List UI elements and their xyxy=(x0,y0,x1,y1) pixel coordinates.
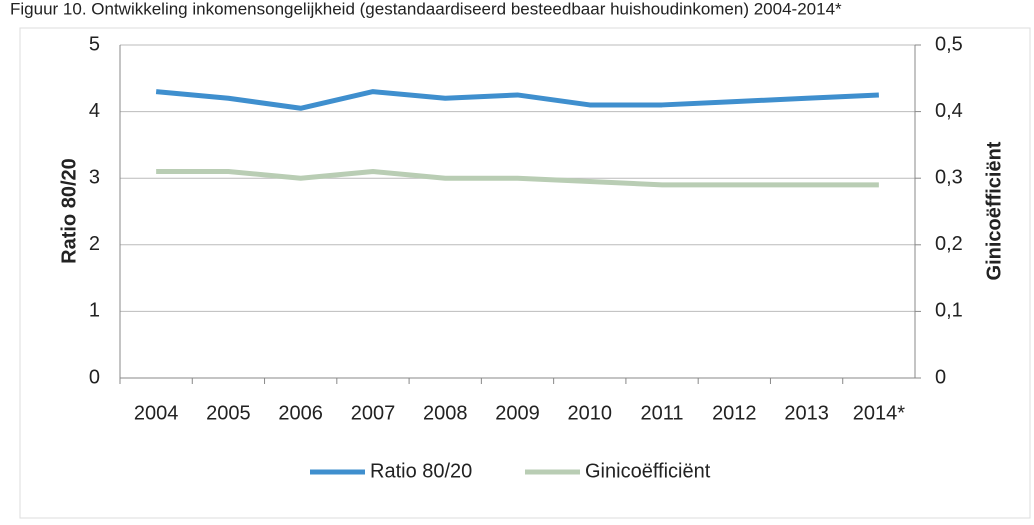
x-tick-label: 2006 xyxy=(278,402,323,424)
x-tick-label: 2013 xyxy=(784,402,829,424)
y-axis-label: Ratio 80/20 xyxy=(58,158,80,264)
chart-title: Figuur 10. Ontwikkeling inkomensongelijk… xyxy=(10,0,842,18)
chart-frame xyxy=(19,27,1031,519)
y-tick-label: 1 xyxy=(89,300,100,322)
x-tick-label: 2012 xyxy=(712,402,757,424)
x-tick-label: 2007 xyxy=(351,402,396,424)
x-tick-label: 2010 xyxy=(568,402,613,424)
y2-tick-label: 0,3 xyxy=(935,166,963,188)
y2-axis-label: Ginicoëfficiënt xyxy=(983,141,1005,280)
x-tick-label: 2011 xyxy=(641,402,684,424)
legend-label: Ginicoëfficiënt xyxy=(585,460,711,482)
x-tick-label: 2014* xyxy=(853,402,905,424)
y-tick-label: 2 xyxy=(89,233,100,255)
series-line xyxy=(156,169,879,188)
series-line xyxy=(155,89,879,111)
y-tick-label: 0 xyxy=(89,366,100,388)
legend-label: Ratio 80/20 xyxy=(370,460,472,482)
y2-tick-label: 0 xyxy=(935,366,946,388)
x-tick-label: 2009 xyxy=(495,402,540,424)
y2-tick-label: 0,1 xyxy=(935,300,963,322)
y-tick-label: 4 xyxy=(89,100,100,122)
y2-tick-label: 0,2 xyxy=(935,233,963,255)
y2-tick-label: 0,4 xyxy=(935,100,963,122)
y-tick-label: 3 xyxy=(89,166,100,188)
x-tick-label: 2005 xyxy=(206,402,251,424)
y-tick-label: 5 xyxy=(89,33,100,55)
y2-tick-label: 0,5 xyxy=(935,33,963,55)
x-tick-label: 2008 xyxy=(423,402,468,424)
x-tick-label: 2004 xyxy=(134,402,179,424)
